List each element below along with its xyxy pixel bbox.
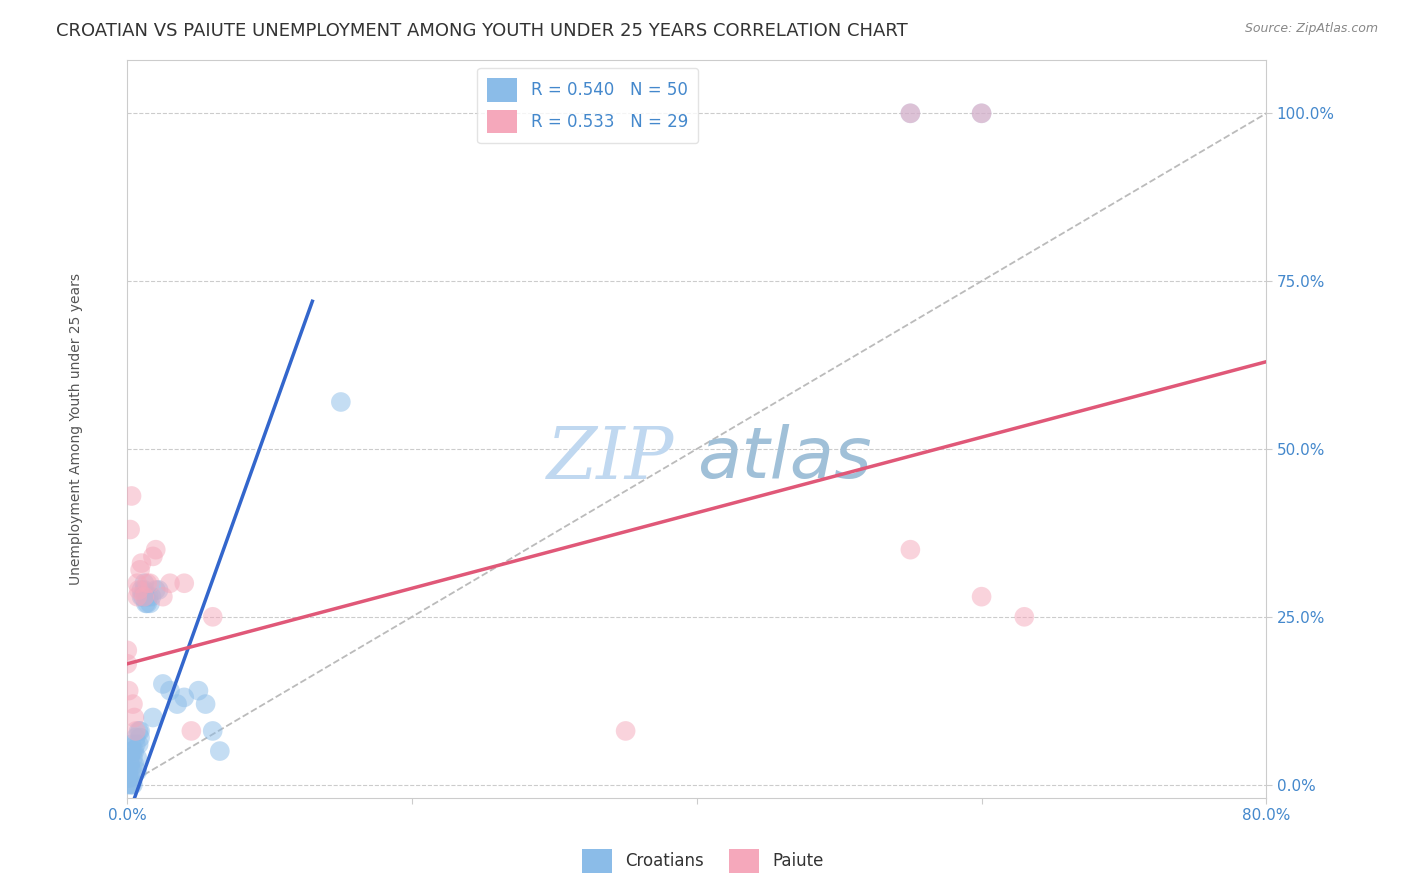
Point xyxy=(131,556,153,570)
Point xyxy=(145,542,167,557)
Point xyxy=(329,395,352,409)
Point xyxy=(141,590,163,604)
Point xyxy=(129,563,152,577)
Point xyxy=(139,596,162,610)
Point xyxy=(134,590,156,604)
Point xyxy=(148,582,170,597)
Point xyxy=(136,576,159,591)
Point xyxy=(121,764,143,779)
Point xyxy=(121,489,143,503)
Point xyxy=(124,744,146,758)
Text: ZIP: ZIP xyxy=(547,423,673,493)
Point xyxy=(152,677,174,691)
Text: Unemployment Among Youth under 25 years: Unemployment Among Youth under 25 years xyxy=(69,273,83,585)
Point xyxy=(122,697,145,711)
Point xyxy=(134,582,156,597)
Point xyxy=(121,737,143,751)
Point xyxy=(970,106,993,120)
Point xyxy=(131,590,153,604)
Point xyxy=(127,590,149,604)
Point xyxy=(122,764,145,779)
Point xyxy=(120,751,142,765)
Point xyxy=(898,106,921,120)
Point xyxy=(117,657,139,671)
Point xyxy=(201,609,224,624)
Point xyxy=(614,723,637,738)
Point xyxy=(124,757,146,772)
Point xyxy=(1014,609,1036,624)
Point xyxy=(128,582,150,597)
Point xyxy=(121,778,143,792)
Point xyxy=(208,744,231,758)
Point xyxy=(120,757,142,772)
Point xyxy=(159,576,181,591)
Point xyxy=(121,744,143,758)
Point xyxy=(124,710,146,724)
Legend: Croatians, Paiute: Croatians, Paiute xyxy=(575,842,831,880)
Point xyxy=(970,106,993,120)
Point xyxy=(132,590,155,604)
Text: CROATIAN VS PAIUTE UNEMPLOYMENT AMONG YOUTH UNDER 25 YEARS CORRELATION CHART: CROATIAN VS PAIUTE UNEMPLOYMENT AMONG YO… xyxy=(56,22,908,40)
Legend: R = 0.540   N = 50, R = 0.533   N = 29: R = 0.540 N = 50, R = 0.533 N = 29 xyxy=(477,68,697,144)
Point xyxy=(117,778,139,792)
Point xyxy=(122,778,145,792)
Point xyxy=(117,643,139,657)
Point xyxy=(194,697,217,711)
Point xyxy=(127,764,149,779)
Point xyxy=(131,582,153,597)
Point xyxy=(122,751,145,765)
Point xyxy=(173,576,195,591)
Point xyxy=(120,771,142,785)
Point xyxy=(187,683,209,698)
Point xyxy=(125,723,148,738)
Point xyxy=(152,590,174,604)
Point xyxy=(128,737,150,751)
Point xyxy=(129,731,152,745)
Text: Source: ZipAtlas.com: Source: ZipAtlas.com xyxy=(1244,22,1378,36)
Point xyxy=(127,576,149,591)
Point xyxy=(142,549,165,564)
Point xyxy=(159,683,181,698)
Point xyxy=(145,582,167,597)
Point xyxy=(135,596,157,610)
Point xyxy=(125,731,148,745)
Point xyxy=(120,523,142,537)
Point xyxy=(127,751,149,765)
Point xyxy=(166,697,188,711)
Point xyxy=(135,590,157,604)
Point xyxy=(129,723,152,738)
Point xyxy=(898,106,921,120)
Point xyxy=(118,683,141,698)
Point xyxy=(139,576,162,591)
Point xyxy=(898,542,921,557)
Point xyxy=(128,723,150,738)
Point xyxy=(134,576,156,591)
Point xyxy=(173,690,195,705)
Point xyxy=(180,723,202,738)
Point xyxy=(120,778,142,792)
Point xyxy=(125,737,148,751)
Point xyxy=(136,596,159,610)
Point xyxy=(118,771,141,785)
Point xyxy=(142,710,165,724)
Point xyxy=(970,590,993,604)
Point xyxy=(201,723,224,738)
Point xyxy=(138,590,160,604)
Point xyxy=(118,764,141,779)
Point xyxy=(122,744,145,758)
Text: atlas: atlas xyxy=(697,424,872,493)
